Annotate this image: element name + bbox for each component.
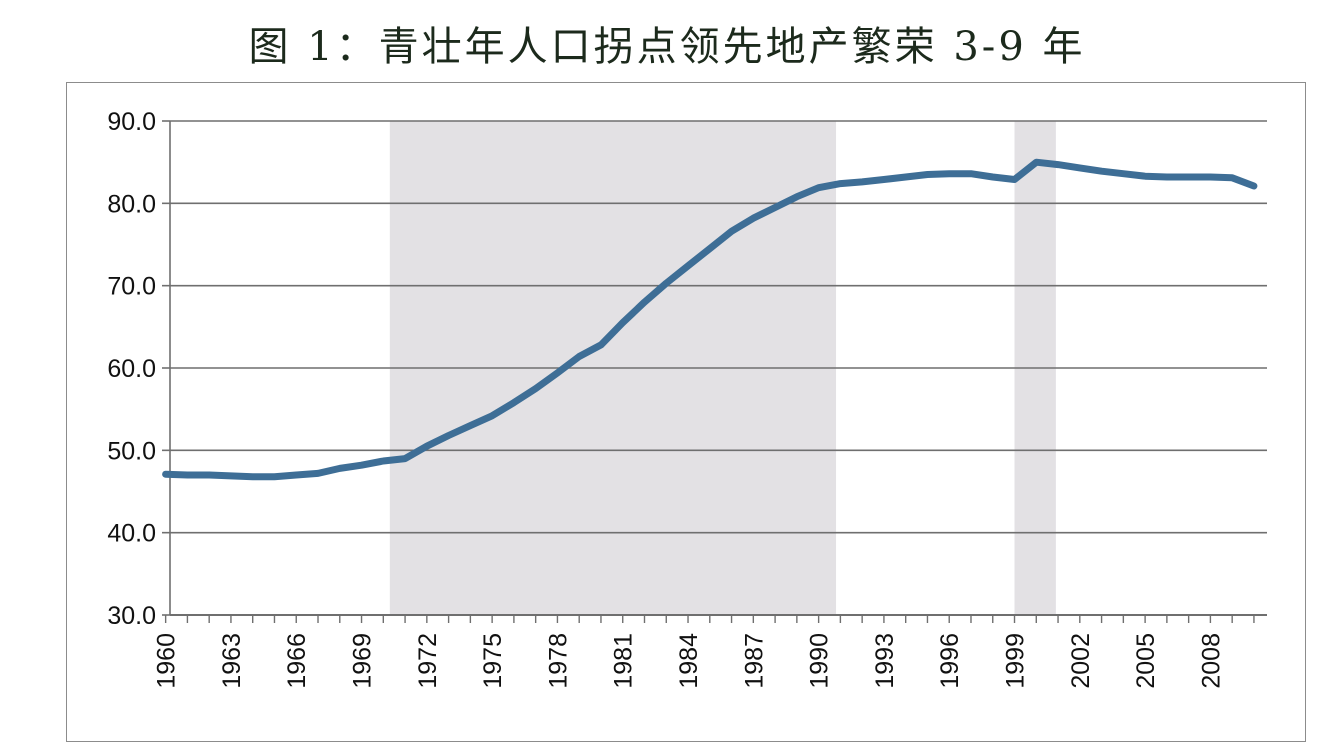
y-tick-label-6: 90.0 [107,108,156,136]
y-tick-label-3: 60.0 [107,355,156,383]
data-line [162,158,1258,481]
y-tick-label-4: 70.0 [107,273,156,301]
x-tick-label-6: 1978 [544,633,572,689]
x-tick-label-3: 1969 [349,633,377,689]
x-tick-label-11: 1993 [871,633,899,689]
x-tick-label-7: 1981 [610,633,638,689]
x-tick-label-16: 2008 [1197,633,1225,689]
x-tick-label-5: 1975 [479,633,507,689]
x-tick-label-13: 1999 [1002,633,1030,689]
y-tick-label-0: 30.0 [107,602,156,630]
x-tick-label-12: 1996 [936,633,964,689]
x-tick-label-0: 1960 [153,633,181,689]
y-tick-label-2: 50.0 [107,437,156,465]
y-tick-label-5: 80.0 [107,190,156,218]
y-tick-label-1: 40.0 [107,520,156,548]
x-tick-label-1: 1963 [218,633,246,689]
x-tick-label-2: 1966 [283,633,311,689]
line-chart: 30.0 40.0 50.0 60.0 70.0 80.0 90.0 1960 1963 1966… [107,108,1267,689]
x-tick-label-8: 1984 [675,633,703,689]
x-tick-label-4: 1972 [414,633,442,689]
x-tick-label-10: 1990 [806,633,834,689]
x-tick-label-14: 2002 [1067,633,1095,689]
chart-title: 图 1：青壮年人口拐点领先地产繁荣 3-9 年 [248,24,1086,70]
x-tick-label-15: 2005 [1132,633,1160,689]
x-tick-label-9: 1987 [740,633,768,689]
